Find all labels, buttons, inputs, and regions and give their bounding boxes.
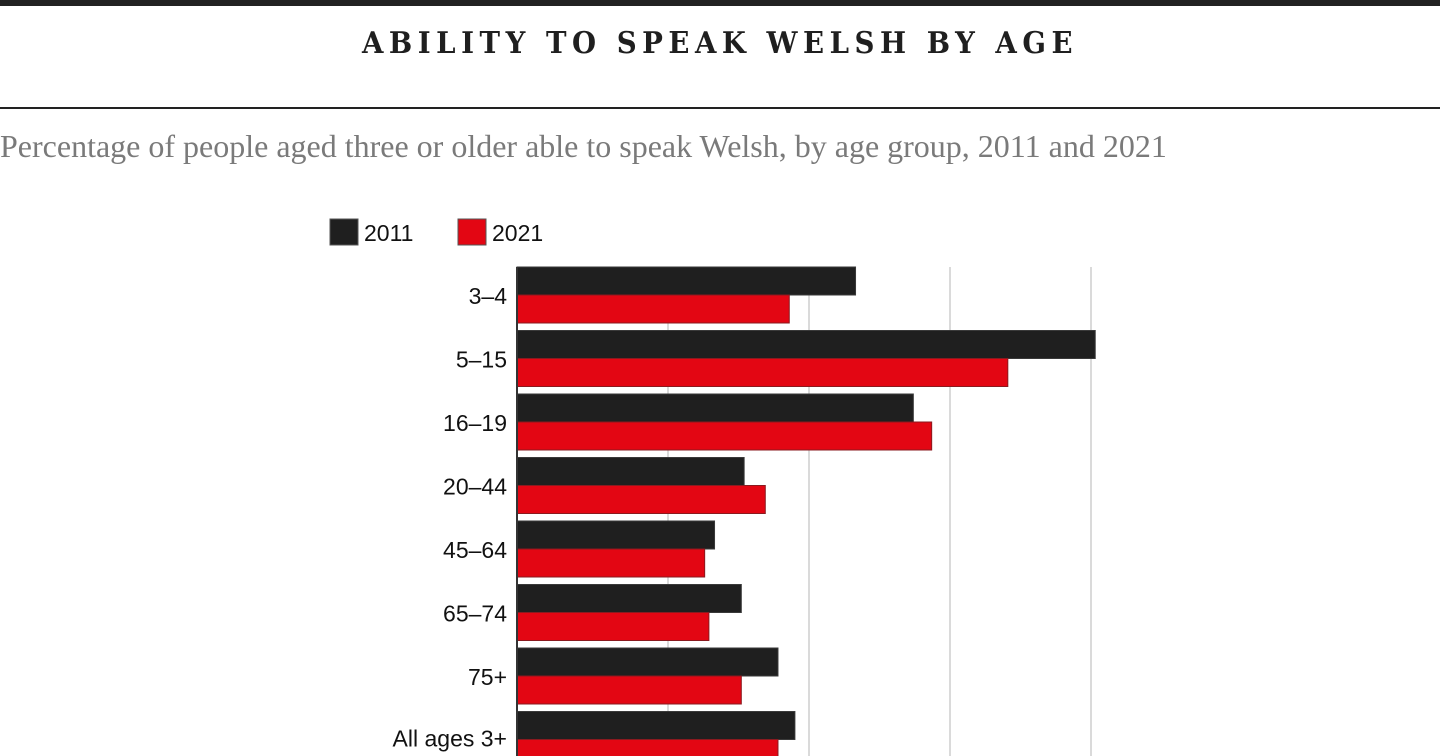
category-label: All ages 3+ — [393, 726, 507, 752]
category-label: 5–15 — [456, 347, 507, 373]
category-label: 45–64 — [443, 537, 507, 563]
chart-title: ABILITY TO SPEAK WELSH BY AGE — [361, 26, 1079, 61]
bar-2021-2 — [516, 421, 933, 451]
bar-2021-0 — [516, 294, 790, 324]
bar-2011-3 — [516, 457, 745, 486]
bar-2021-6 — [516, 675, 742, 705]
legend-swatch-2011 — [329, 218, 359, 246]
bar-2011-2 — [516, 393, 914, 423]
bar-2021-1 — [516, 358, 1009, 387]
category-label: 65–74 — [443, 601, 507, 627]
bar-2011-1 — [516, 330, 1096, 359]
chart-subtitle: Percentage of people aged three or older… — [0, 128, 1167, 164]
bars — [516, 266, 1096, 756]
bar-2011-6 — [516, 647, 779, 677]
bar-2021-3 — [516, 485, 766, 514]
category-label: 3–4 — [469, 283, 508, 309]
category-label: 75+ — [468, 664, 507, 690]
top-rule — [0, 0, 1440, 6]
bar-2011-5 — [516, 584, 742, 613]
bar-2021-7 — [516, 739, 779, 756]
bar-2021-4 — [516, 548, 706, 578]
category-label: 16–19 — [443, 410, 507, 436]
category-label: 20–44 — [443, 474, 507, 500]
bar-2021-5 — [516, 612, 710, 641]
category-labels: 3–4 5–15 16–19 20–44 45–64 65–74 75+ All ages 3… — [393, 283, 508, 752]
bar-2011-4 — [516, 520, 716, 550]
legend: 2011 2021 — [329, 218, 543, 246]
legend-label-2021: 2021 — [492, 220, 543, 246]
bar-2011-0 — [516, 266, 857, 296]
legend-label-2011: 2011 — [364, 220, 413, 246]
title-divider — [0, 107, 1440, 109]
bar-2011-7 — [516, 711, 796, 740]
legend-swatch-2021 — [457, 218, 487, 246]
